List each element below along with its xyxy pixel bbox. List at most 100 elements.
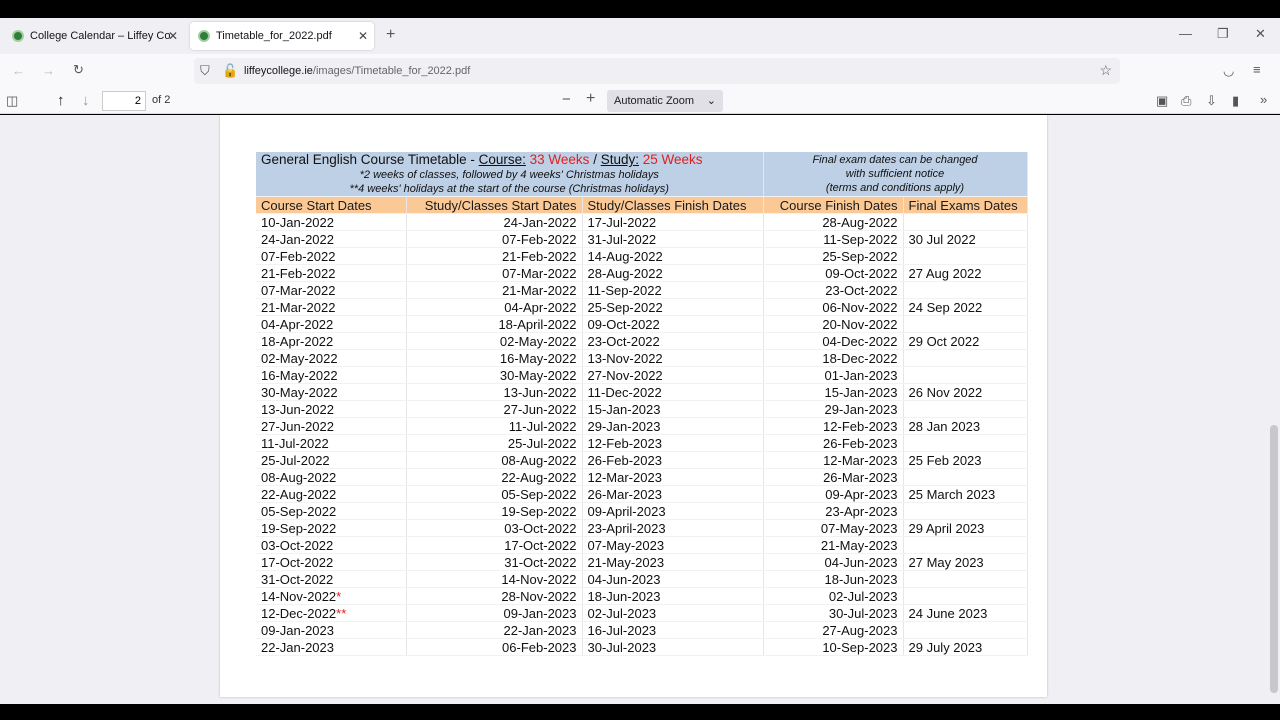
study-start-cell: 04-Apr-2022 — [406, 298, 583, 316]
final-exam-cell: 25 March 2023 — [903, 485, 1028, 503]
new-tab-icon[interactable]: + — [386, 26, 396, 43]
final-exam-cell: 24 Sep 2022 — [903, 298, 1028, 316]
course-finish-cell: 09-Apr-2023 — [763, 485, 904, 503]
final-exam-cell — [903, 247, 1028, 265]
minimize-icon[interactable]: — — [1179, 26, 1192, 41]
course-start-cell: 05-Sep-2022 — [256, 502, 407, 520]
pocket-icon[interactable]: ◡ — [1223, 63, 1235, 78]
tools-icon[interactable]: » — [1260, 92, 1268, 107]
close-tab-icon[interactable]: ✕ — [357, 29, 368, 43]
column-header: Course Finish Dates — [763, 196, 904, 214]
study-start-cell: 02-May-2022 — [406, 332, 583, 350]
course-start-cell: 19-Sep-2022 — [256, 519, 407, 537]
close-window-icon[interactable]: ✕ — [1255, 26, 1266, 41]
table-row: 09-Jan-2023 22-Jan-2023 16-Jul-2023 27-Aug-… — [256, 621, 1028, 639]
screen-top — [0, 0, 1280, 18]
course-start-cell: 14-Nov-2022* — [256, 587, 407, 605]
tab-timetable-pdf[interactable]: Timetable_for_2022.pdf ✕ — [190, 22, 374, 50]
url-bar[interactable]: ⛉ 🔓 liffeycollege.ie/images/Timetable_fo… — [194, 58, 1120, 84]
print-icon[interactable]: ⎙ — [1181, 93, 1192, 108]
study-finish-cell: 15-Jan-2023 — [582, 400, 764, 418]
course-finish-cell: 27-Aug-2023 — [763, 621, 904, 639]
note-1: *2 weeks of classes, followed by 4 weeks… — [359, 169, 659, 181]
course-finish-cell: 04-Jun-2023 — [763, 553, 904, 571]
course-start-cell: 13-Jun-2022 — [256, 400, 407, 418]
nav-bar: ← → ↻ ⛉ 🔓 liffeycollege.ie/images/Timeta… — [0, 54, 1280, 88]
study-start-cell: 25-Jul-2022 — [406, 434, 583, 452]
course-finish-cell: 29-Jan-2023 — [763, 400, 904, 418]
chevron-down-icon: ⌄ — [706, 95, 716, 107]
column-header: Final Exams Dates — [903, 196, 1028, 214]
restore-icon[interactable]: ❐ — [1217, 26, 1229, 41]
course-finish-cell: 23-Oct-2022 — [763, 281, 904, 299]
zoom-out-icon[interactable]: − — [562, 91, 571, 108]
bookmark-star-icon[interactable]: ☆ — [1099, 62, 1112, 78]
study-start-cell: 30-May-2022 — [406, 366, 583, 384]
menu-icon[interactable]: ≡ — [1253, 62, 1261, 77]
final-exam-cell: 26 Nov 2022 — [903, 383, 1028, 401]
study-finish-cell: 12-Feb-2023 — [582, 434, 764, 452]
scrollbar-thumb[interactable] — [1270, 425, 1278, 693]
page-count: of 2 — [152, 94, 171, 106]
next-page-icon[interactable]: ↓ — [82, 92, 90, 109]
course-start-cell: 31-Oct-2022 — [256, 570, 407, 588]
bookmark-icon[interactable]: ▮ — [1232, 93, 1240, 108]
table-row: 03-Oct-2022 17-Oct-2022 07-May-2023 21-May-… — [256, 536, 1028, 554]
table-row: 21-Mar-2022 04-Apr-2022 25-Sep-2022 06-Nov-… — [256, 298, 1028, 316]
study-start-cell: 03-Oct-2022 — [406, 519, 583, 537]
study-finish-cell: 21-May-2023 — [582, 553, 764, 571]
study-start-cell: 11-Jul-2022 — [406, 417, 583, 435]
sidebar-toggle-icon[interactable]: ◫ — [6, 93, 19, 108]
shield-icon[interactable]: ⛉ — [200, 63, 210, 78]
course-start-cell: 07-Mar-2022 — [256, 281, 407, 299]
forward-icon[interactable]: → — [42, 63, 55, 78]
study-start-cell: 08-Aug-2022 — [406, 451, 583, 469]
pdf-viewer[interactable]: General English Course Timetable - Cours… — [0, 115, 1280, 704]
study-finish-cell: 04-Jun-2023 — [582, 570, 764, 588]
table-title-cell: General English Course Timetable - Cours… — [256, 152, 764, 197]
study-finish-cell: 11-Dec-2022 — [582, 383, 764, 401]
course-finish-cell: 25-Sep-2022 — [763, 247, 904, 265]
column-header: Study/Classes Finish Dates — [582, 196, 764, 214]
course-start-cell: 24-Jan-2022 — [256, 230, 407, 248]
course-start-cell: 08-Aug-2022 — [256, 468, 407, 486]
back-icon[interactable]: ← — [12, 63, 25, 78]
table-row: 04-Apr-2022 18-April-2022 09-Oct-2022 20-No… — [256, 315, 1028, 333]
final-exam-cell: 27 Aug 2022 — [903, 264, 1028, 282]
course-start-cell: 07-Feb-2022 — [256, 247, 407, 265]
tab-college-calendar[interactable]: College Calendar – Liffey College ✕ — [4, 22, 184, 50]
study-finish-cell: 02-Jul-2023 — [582, 604, 764, 622]
previous-page-icon[interactable]: ↑ — [57, 92, 65, 109]
course-start-cell: 10-Jan-2022 — [256, 213, 407, 231]
study-finish-cell: 07-May-2023 — [582, 536, 764, 554]
table-row: 12-Dec-2022** 09-Jan-2023 02-Jul-2023 30-Ju… — [256, 604, 1028, 622]
final-exam-cell — [903, 587, 1028, 605]
course-finish-cell: 20-Nov-2022 — [763, 315, 904, 333]
table-row: 16-May-2022 30-May-2022 27-Nov-2022 01-Jan-… — [256, 366, 1028, 384]
final-exam-cell — [903, 570, 1028, 588]
table-row: 05-Sep-2022 19-Sep-2022 09-April-2023 23-Ap… — [256, 502, 1028, 520]
exam-note-cell: Final exam dates can be changed with suf… — [763, 152, 1028, 197]
note-2: **4 weeks' holidays at the start of the … — [349, 183, 669, 195]
zoom-in-icon[interactable]: + — [586, 90, 596, 107]
study-start-cell: 19-Sep-2022 — [406, 502, 583, 520]
course-finish-cell: 02-Jul-2023 — [763, 587, 904, 605]
final-exam-cell: 29 July 2023 — [903, 638, 1028, 656]
reload-icon[interactable]: ↻ — [73, 62, 84, 77]
zoom-select[interactable]: Automatic Zoom ⌄ — [607, 90, 723, 112]
final-exam-cell — [903, 468, 1028, 486]
table-row: 31-Oct-2022 14-Nov-2022 04-Jun-2023 18-Jun-… — [256, 570, 1028, 588]
table-row: 24-Jan-2022 07-Feb-2022 31-Jul-2022 11-Sep-… — [256, 230, 1028, 248]
presentation-mode-icon[interactable]: ▣ — [1156, 93, 1169, 108]
table-row: 08-Aug-2022 22-Aug-2022 12-Mar-2023 26-Mar-… — [256, 468, 1028, 486]
final-exam-cell: 30 Jul 2022 — [903, 230, 1028, 248]
course-finish-cell: 21-May-2023 — [763, 536, 904, 554]
table-row: 07-Mar-2022 21-Mar-2022 11-Sep-2022 23-Oct-… — [256, 281, 1028, 299]
table-row: 07-Feb-2022 21-Feb-2022 14-Aug-2022 25-Sep-… — [256, 247, 1028, 265]
final-exam-cell — [903, 536, 1028, 554]
page-number-input[interactable]: 2 — [102, 91, 146, 111]
insecure-lock-icon[interactable]: 🔓 — [222, 63, 239, 78]
close-tab-icon[interactable]: ✕ — [167, 29, 178, 43]
course-start-cell: 21-Feb-2022 — [256, 264, 407, 282]
save-icon[interactable]: ⇩ — [1206, 93, 1217, 108]
